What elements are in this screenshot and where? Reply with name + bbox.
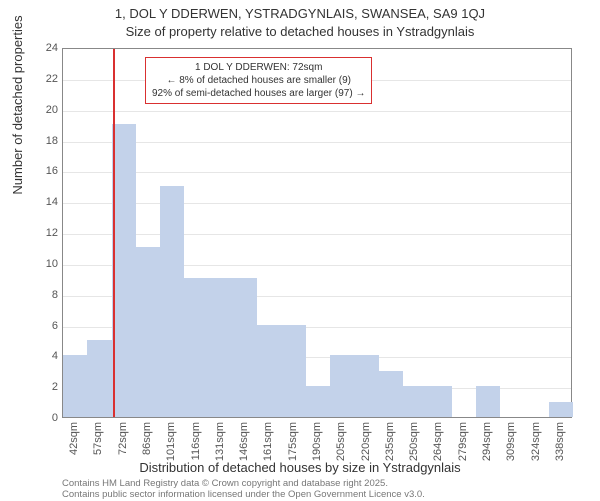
- gridline: [63, 142, 571, 143]
- histogram-bar: [354, 355, 378, 417]
- y-tick-label: 0: [28, 412, 58, 424]
- y-tick-label: 16: [28, 165, 58, 177]
- histogram-bar: [403, 386, 427, 417]
- y-tick-label: 24: [28, 42, 58, 54]
- x-tick-label: 294sqm: [481, 422, 493, 461]
- histogram-bar: [282, 325, 306, 418]
- histogram-bar: [257, 325, 281, 418]
- y-tick-label: 12: [28, 227, 58, 239]
- annotation-box: 1 DOL Y DDERWEN: 72sqm← 8% of detached h…: [145, 57, 372, 104]
- histogram-bar: [112, 124, 136, 417]
- x-tick-label: 235sqm: [384, 422, 396, 461]
- x-tick-label: 190sqm: [311, 422, 323, 461]
- x-tick-label: 42sqm: [68, 422, 80, 455]
- gridline: [63, 203, 571, 204]
- x-tick-label: 146sqm: [238, 422, 250, 461]
- y-tick-label: 6: [28, 320, 58, 332]
- footer-attribution: Contains HM Land Registry data © Crown c…: [62, 478, 425, 501]
- histogram-bar: [233, 278, 257, 417]
- plot-area: 1 DOL Y DDERWEN: 72sqm← 8% of detached h…: [62, 48, 572, 418]
- footer-line-1: Contains HM Land Registry data © Crown c…: [62, 478, 425, 489]
- x-tick-label: 324sqm: [530, 422, 542, 461]
- annotation-line: ← 8% of detached houses are smaller (9): [152, 74, 365, 87]
- x-tick-label: 175sqm: [287, 422, 299, 461]
- histogram-bar: [330, 355, 354, 417]
- y-tick-label: 10: [28, 258, 58, 270]
- footer-line-2: Contains public sector information licen…: [62, 489, 425, 500]
- y-tick-label: 20: [28, 104, 58, 116]
- y-tick-label: 14: [28, 196, 58, 208]
- histogram-bar: [87, 340, 111, 417]
- x-tick-label: 279sqm: [457, 422, 469, 461]
- chart-container: 1, DOL Y DDERWEN, YSTRADGYNLAIS, SWANSEA…: [0, 0, 600, 500]
- x-tick-label: 57sqm: [92, 422, 104, 455]
- y-tick-label: 18: [28, 135, 58, 147]
- histogram-bar: [209, 278, 233, 417]
- x-tick-label: 264sqm: [432, 422, 444, 461]
- x-tick-label: 86sqm: [141, 422, 153, 455]
- histogram-bar: [63, 355, 87, 417]
- y-axis-label: Number of detached properties: [10, 0, 25, 230]
- annotation-line: 92% of semi-detached houses are larger (…: [152, 87, 365, 100]
- annotation-line: 1 DOL Y DDERWEN: 72sqm: [152, 61, 365, 74]
- x-tick-label: 205sqm: [335, 422, 347, 461]
- histogram-bar: [476, 386, 500, 417]
- x-tick-label: 338sqm: [554, 422, 566, 461]
- y-tick-label: 22: [28, 73, 58, 85]
- y-tick-label: 8: [28, 289, 58, 301]
- x-tick-label: 101sqm: [165, 422, 177, 461]
- histogram-bar: [427, 386, 451, 417]
- histogram-bar: [160, 186, 184, 417]
- histogram-bar: [136, 247, 160, 417]
- gridline: [63, 234, 571, 235]
- x-tick-label: 309sqm: [505, 422, 517, 461]
- x-tick-label: 220sqm: [360, 422, 372, 461]
- x-tick-label: 250sqm: [408, 422, 420, 461]
- histogram-bar: [549, 402, 573, 417]
- y-tick-label: 4: [28, 350, 58, 362]
- x-axis-label: Distribution of detached houses by size …: [0, 460, 600, 475]
- histogram-bar: [306, 386, 330, 417]
- reference-line: [113, 49, 115, 417]
- gridline: [63, 111, 571, 112]
- histogram-bar: [184, 278, 208, 417]
- x-tick-label: 161sqm: [262, 422, 274, 461]
- chart-title-sub: Size of property relative to detached ho…: [0, 24, 600, 39]
- histogram-bar: [379, 371, 403, 417]
- x-tick-label: 116sqm: [190, 422, 202, 460]
- chart-title-main: 1, DOL Y DDERWEN, YSTRADGYNLAIS, SWANSEA…: [0, 6, 600, 21]
- x-tick-label: 72sqm: [117, 422, 129, 455]
- gridline: [63, 172, 571, 173]
- y-tick-label: 2: [28, 381, 58, 393]
- x-tick-label: 131sqm: [214, 422, 226, 461]
